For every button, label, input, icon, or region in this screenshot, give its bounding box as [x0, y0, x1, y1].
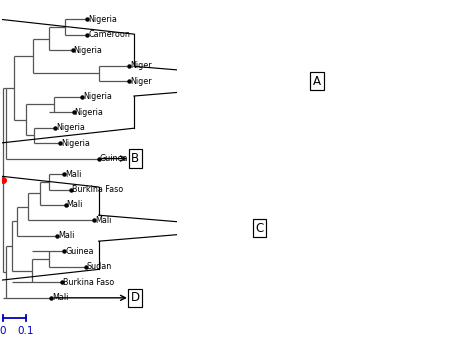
Text: Mali: Mali [65, 170, 82, 179]
Text: Burkina Faso: Burkina Faso [63, 278, 114, 287]
Text: Nigeria: Nigeria [74, 108, 103, 117]
Text: D: D [131, 291, 140, 304]
Text: 0.1: 0.1 [18, 327, 34, 336]
Text: Sudan: Sudan [87, 263, 112, 271]
Text: Guinea: Guinea [100, 154, 128, 163]
Text: Nigeria: Nigeria [61, 139, 90, 148]
Text: Mali: Mali [52, 293, 69, 302]
Text: Nigeria: Nigeria [83, 92, 112, 101]
Text: A: A [313, 75, 321, 88]
Text: 0: 0 [0, 327, 6, 336]
Text: Burkina Faso: Burkina Faso [73, 185, 124, 194]
Text: B: B [131, 152, 139, 165]
Text: Mali: Mali [95, 216, 112, 225]
Text: Mali: Mali [66, 201, 83, 210]
Text: Mali: Mali [58, 232, 74, 240]
Text: Guinea: Guinea [65, 247, 93, 256]
Text: C: C [255, 222, 264, 235]
Text: Nigeria: Nigeria [88, 15, 117, 24]
Text: Niger: Niger [130, 61, 152, 70]
Text: Niger: Niger [130, 77, 152, 86]
Text: Nigeria: Nigeria [73, 46, 102, 55]
Text: Nigeria: Nigeria [56, 123, 85, 132]
Text: Cameroon: Cameroon [88, 30, 130, 39]
